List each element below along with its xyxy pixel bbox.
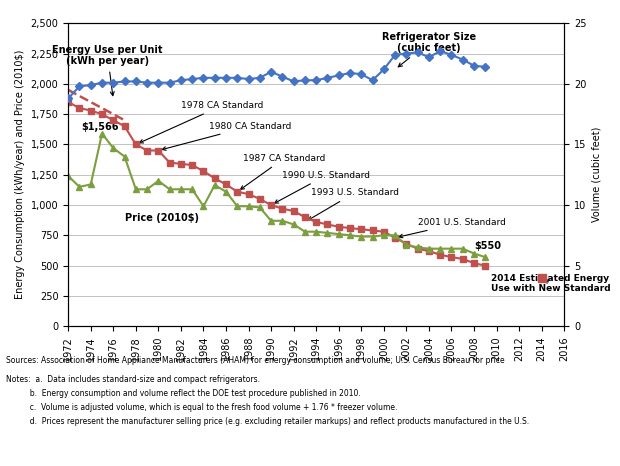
- Text: d.  Prices represent the manufacturer selling price (e.g. excluding retailer mar: d. Prices represent the manufacturer sel…: [6, 417, 529, 426]
- Text: c.  Volume is adjusted volume, which is equal to the fresh food volume + 1.76 * : c. Volume is adjusted volume, which is e…: [6, 403, 397, 412]
- Text: b.  Energy consumption and volume reflect the DOE test procedure published in 20: b. Energy consumption and volume reflect…: [6, 389, 361, 398]
- Text: 2001 U.S. Standard: 2001 U.S. Standard: [399, 218, 505, 238]
- Text: 1993 U.S. Standard: 1993 U.S. Standard: [308, 188, 399, 220]
- Text: 1990 U.S. Standard: 1990 U.S. Standard: [275, 171, 370, 203]
- Text: 2014 Estimated Energy
Use with New Standard: 2014 Estimated Energy Use with New Stand…: [491, 274, 611, 293]
- Text: Notes:  a.  Data includes standard-size and compact refrigerators.: Notes: a. Data includes standard-size an…: [6, 375, 260, 384]
- Text: $1,566: $1,566: [82, 122, 119, 132]
- Text: $550: $550: [474, 241, 501, 251]
- Text: Energy Use per Unit
(kWh per year): Energy Use per Unit (kWh per year): [53, 45, 163, 96]
- Text: Price (2010$): Price (2010$): [125, 213, 198, 223]
- Text: 1987 CA Standard: 1987 CA Standard: [241, 154, 326, 189]
- Text: Sources: Association of Home Appliance Manufacturers (AHAM) for energy consumpti: Sources: Association of Home Appliance M…: [6, 356, 505, 365]
- Y-axis label: Volume (cubic feet): Volume (cubic feet): [592, 127, 602, 222]
- Text: Refrigerator Size
(cubic feet): Refrigerator Size (cubic feet): [382, 32, 476, 67]
- Text: 1978 CA Standard: 1978 CA Standard: [140, 101, 264, 143]
- Text: 1980 CA Standard: 1980 CA Standard: [162, 122, 291, 151]
- Y-axis label: Energy Consumption (kWh/year) and Price (2010$): Energy Consumption (kWh/year) and Price …: [15, 50, 25, 300]
